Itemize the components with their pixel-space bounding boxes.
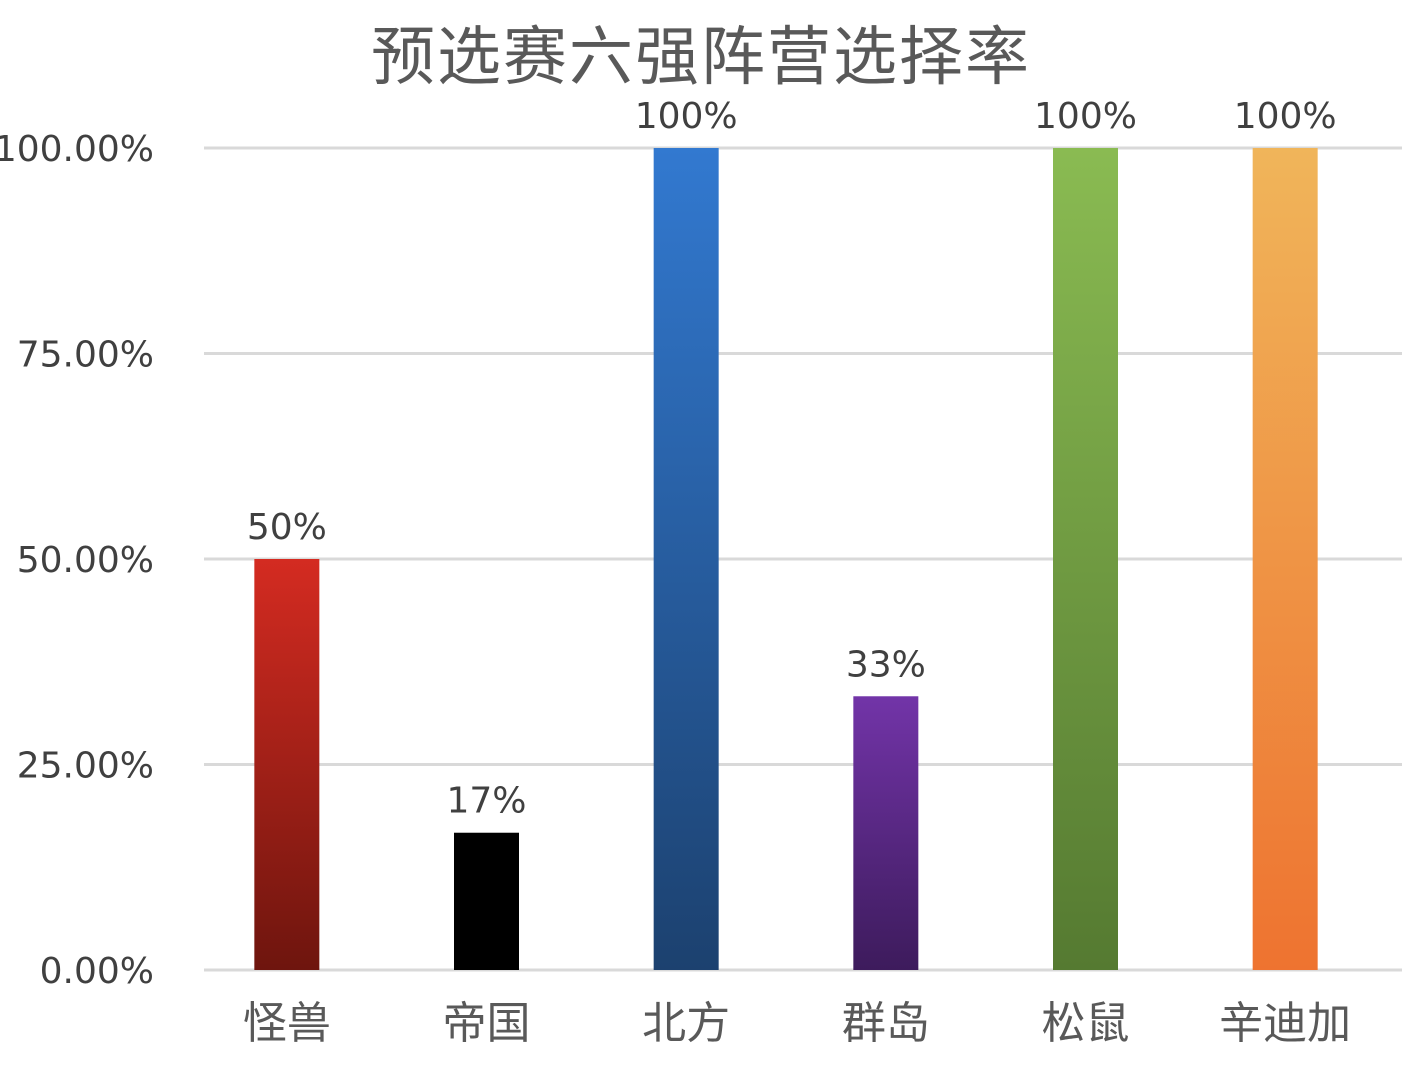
gridlines	[204, 146, 1402, 972]
data-label: 17%	[446, 781, 526, 822]
x-axis-tick-labels: 怪兽 帝国 北方 群岛 松鼠 辛迪加	[243, 998, 1351, 1049]
bar-1	[454, 832, 519, 970]
data-labels: 50% 17% 100% 33% 100% 100%	[247, 96, 1337, 822]
data-label: 50%	[247, 507, 327, 548]
y-tick-label: 50.00%	[17, 540, 154, 581]
x-tick-label: 松鼠	[1042, 998, 1130, 1049]
bar-3	[853, 696, 919, 970]
bar-5	[1252, 148, 1318, 970]
data-label: 33%	[846, 644, 926, 685]
y-axis-tick-labels: 0.00% 25.00% 50.00% 75.00% 100.00%	[0, 129, 154, 992]
bars	[254, 148, 1318, 970]
x-tick-label: 怪兽	[243, 998, 331, 1049]
y-tick-label: 25.00%	[17, 746, 154, 787]
y-tick-label: 75.00%	[17, 335, 154, 376]
x-tick-label: 北方	[642, 998, 730, 1049]
y-tick-label: 0.00%	[40, 951, 154, 992]
bar-2	[653, 148, 719, 970]
x-tick-label: 群岛	[842, 998, 930, 1049]
bar-4	[1053, 148, 1118, 970]
y-tick-label: 100.00%	[0, 129, 154, 170]
chart-title: 预选赛六强阵营选择率	[371, 21, 1031, 95]
data-label: 100%	[1034, 96, 1137, 137]
bar-0	[254, 559, 320, 970]
x-tick-label: 辛迪加	[1219, 998, 1351, 1049]
data-label: 100%	[635, 96, 738, 137]
x-tick-label: 帝国	[443, 998, 531, 1049]
data-label: 100%	[1234, 96, 1337, 137]
